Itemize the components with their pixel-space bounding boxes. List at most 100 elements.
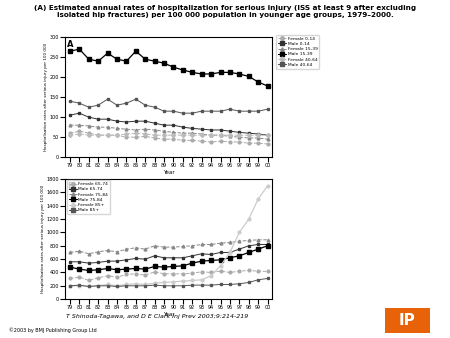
Female 40-64 [237,133,242,137]
Male 85+ [152,283,158,287]
Male 40-64 [86,105,91,109]
Female 40-64 [105,133,110,137]
Text: ©2003 by BMJ Publishing Group Ltd: ©2003 by BMJ Publishing Group Ltd [9,327,97,333]
Female 65-74 [208,270,214,274]
Male 0-14 [237,130,242,135]
Line: Male 15-39: Male 15-39 [68,47,269,88]
Male 40-64 [133,97,139,101]
Female 15-39 [180,131,185,135]
Female 0-14 [256,141,261,145]
Male 85+ [124,284,129,288]
Male 15-39 [86,57,91,61]
Male 0-14 [265,133,270,137]
Male 40-64 [143,103,148,107]
Male 15-39 [256,80,261,84]
Male 75-84 [227,256,233,260]
Y-axis label: Hospitalisation rates after serious injury per 100 000: Hospitalisation rates after serious inju… [41,185,45,293]
Male 0-14 [246,131,252,135]
Female 15-39 [189,131,195,135]
Male 75-84 [152,264,158,268]
Female 40-64 [133,131,139,135]
Female 15-39 [133,128,139,132]
Female 15-39 [86,124,91,128]
Female 65-74 [171,272,176,276]
Male 65-74 [189,254,195,258]
Male 0-14 [162,123,167,127]
Legend: Female 65-74, Male 65-74, Female 75-84, Male 75-84, Female 85+, Male 85+: Female 65-74, Male 65-74, Female 75-84, … [68,180,110,214]
Male 15-39 [95,59,101,63]
Male 65-74 [143,257,148,261]
Female 15-39 [76,123,82,127]
Female 65-74 [218,269,223,273]
Male 75-84 [246,250,252,255]
Female 15-39 [67,123,72,127]
Male 0-14 [133,119,139,123]
Female 15-39 [114,126,120,130]
Male 40-64 [171,109,176,113]
Female 0-14 [114,133,120,137]
Male 40-64 [76,101,82,105]
Female 75-84 [227,240,233,244]
Female 75-84 [162,245,167,249]
Male 40-64 [114,103,120,107]
Female 0-14 [152,136,158,140]
Female 15-39 [218,133,223,137]
Line: Female 85+: Female 85+ [68,185,269,288]
Female 65-74 [76,275,82,279]
Male 75-84 [133,266,139,270]
Male 40-64 [189,111,195,115]
Female 40-64 [180,133,185,137]
Male 65-74 [227,250,233,255]
Line: Male 0-14: Male 0-14 [68,112,269,137]
Male 85+ [256,278,261,282]
Male 40-64 [237,109,242,113]
Female 15-39 [265,137,270,141]
Male 15-39 [76,47,82,51]
Female 0-14 [76,129,82,133]
Text: (A) Estimated annual rates of hospitalization for serious injury (ISS at least 9: (A) Estimated annual rates of hospitaliz… [34,5,416,18]
Male 65-74 [256,242,261,246]
Female 15-39 [124,127,129,131]
Line: Female 15-39: Female 15-39 [68,124,269,141]
Female 40-64 [152,133,158,137]
Male 15-39 [124,59,129,63]
Male 0-14 [95,117,101,121]
Female 15-39 [237,135,242,139]
Female 85+ [180,279,185,283]
Male 75-84 [143,267,148,271]
Line: Female 0-14: Female 0-14 [68,130,269,145]
Female 15-39 [199,132,204,136]
Male 75-84 [162,265,167,269]
Female 40-64 [162,133,167,137]
Male 75-84 [171,264,176,268]
Female 75-84 [105,248,110,252]
Male 65-74 [152,254,158,258]
X-axis label: Year: Year [163,312,175,317]
Male 75-84 [189,261,195,265]
Female 65-74 [180,272,185,276]
Male 40-64 [199,109,204,113]
Male 40-64 [180,111,185,115]
Female 85+ [246,217,252,221]
Female 75-84 [133,246,139,250]
Male 15-39 [152,59,158,63]
Female 85+ [76,284,82,288]
Female 85+ [86,285,91,289]
Female 0-14 [162,137,167,141]
Male 40-64 [265,107,270,111]
Female 85+ [133,282,139,286]
Male 40-64 [124,101,129,105]
Male 85+ [114,285,120,289]
Male 65-74 [67,260,72,264]
Female 85+ [199,278,204,282]
Male 85+ [162,284,167,288]
Male 15-39 [105,51,110,55]
Female 0-14 [246,141,252,145]
Female 75-84 [86,252,91,256]
Male 65-74 [218,250,223,255]
Female 65-74 [114,275,120,279]
Line: Male 65-74: Male 65-74 [68,243,269,265]
Male 85+ [180,284,185,288]
Female 85+ [208,274,214,278]
Female 85+ [265,184,270,188]
